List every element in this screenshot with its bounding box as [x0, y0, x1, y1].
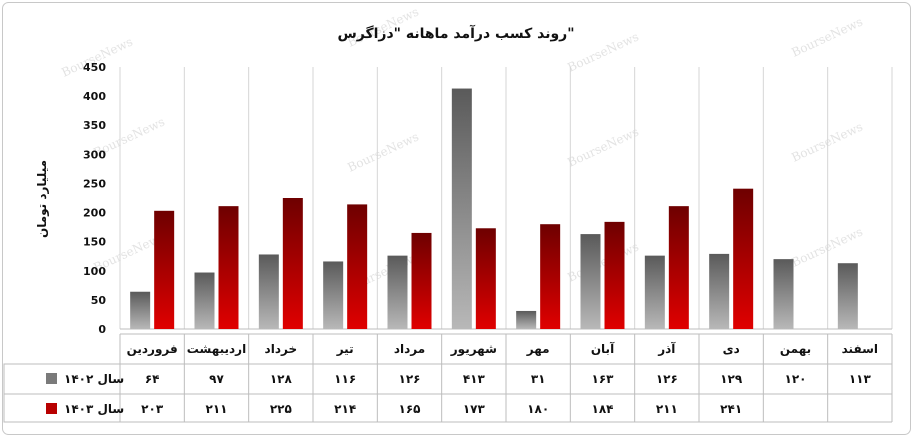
- bar-1402: [258, 254, 279, 329]
- y-axis-ticks: 0 50 100 150 200 250 300 350 400 450: [83, 61, 106, 336]
- data-label: ۲۱۱: [206, 402, 228, 416]
- x-tick-label: خرداد: [265, 342, 298, 356]
- y-tick-label: 0: [98, 323, 106, 336]
- x-tick-label: تیر: [336, 342, 354, 356]
- bar-1403: [411, 232, 432, 329]
- bar-1403: [218, 206, 239, 329]
- data-label: ۱۸۴: [592, 402, 614, 416]
- x-tick-label: اردیبهشت: [187, 342, 246, 356]
- x-tick-label: مرداد: [394, 342, 425, 356]
- data-label: ۱۲۶: [656, 372, 678, 386]
- x-tick-label: آذر: [657, 341, 676, 356]
- data-label: ۱۸۰: [527, 402, 549, 416]
- x-tick-label: بهمن: [780, 342, 811, 356]
- data-label: ۱۶۵: [399, 402, 421, 416]
- y-tick-label: 400: [83, 90, 106, 103]
- bar-1402: [323, 261, 344, 329]
- legend-swatch: [46, 403, 57, 414]
- data-label: ۲۲۵: [270, 402, 292, 416]
- x-tick-label: دی: [723, 342, 740, 356]
- data-label: ۹۷: [209, 372, 224, 386]
- legend-label: سال ۱۴۰۳: [64, 402, 124, 416]
- data-label: ۱۱۳: [849, 372, 872, 386]
- y-axis-label: میلیارد تومان: [35, 160, 50, 238]
- bar-1402: [709, 253, 730, 329]
- bar-1403: [733, 188, 754, 329]
- data-label: ۲۱۴: [334, 402, 356, 416]
- legend-swatch: [46, 373, 57, 384]
- data-label: ۲۱۱: [656, 402, 678, 416]
- x-tick-label: فروردین: [127, 342, 178, 357]
- y-tick-label: 150: [83, 236, 106, 249]
- data-label: ۲۴۱: [720, 402, 742, 416]
- x-tick-label: شهریور: [450, 342, 497, 357]
- x-tick-label: مهر: [526, 342, 550, 356]
- legend-label: سال ۱۴۰۲: [64, 372, 124, 386]
- bar-1403: [347, 204, 368, 329]
- y-tick-label: 450: [83, 61, 106, 74]
- data-table: فروردین اردیبهشت خرداد تیر مرداد شهریور مهر آبا…: [3, 333, 893, 423]
- bar-1402: [387, 255, 408, 329]
- y-tick-label: 100: [83, 265, 106, 278]
- bar-1402: [644, 255, 665, 329]
- gridlines: [119, 67, 893, 330]
- bar-1403: [540, 224, 561, 329]
- bar-1402: [580, 234, 601, 329]
- data-label: ۱۷۳: [463, 402, 486, 416]
- x-tick-label: آبان: [591, 341, 615, 356]
- bar-1402: [837, 263, 858, 329]
- bar-1402: [516, 310, 537, 329]
- data-label: ۱۲۶: [399, 372, 421, 386]
- y-tick-label: 200: [83, 207, 106, 220]
- bar-1402: [130, 291, 151, 329]
- x-tick-label: اسفند: [842, 342, 878, 356]
- bar-1403: [604, 221, 625, 329]
- data-label: ۶۴: [145, 372, 160, 386]
- bar-1403: [154, 210, 175, 329]
- data-label: ۱۲۹: [720, 372, 743, 386]
- data-label: ۱۱۶: [334, 372, 356, 386]
- bar-1402: [773, 259, 794, 329]
- bar-1403: [282, 198, 303, 329]
- bar-1403: [475, 228, 496, 329]
- bar-1402: [194, 272, 215, 329]
- bars: [130, 88, 858, 329]
- data-label: ۲۰۳: [141, 402, 164, 416]
- data-label: ۳۱: [531, 372, 546, 386]
- y-tick-label: 250: [83, 177, 106, 190]
- data-label: ۴۱۳: [463, 372, 486, 386]
- data-label: ۱۲۰: [785, 372, 807, 386]
- chart-title: روند کسب درآمد ماهانه "دزاگرس": [337, 24, 574, 42]
- bar-1403: [668, 206, 689, 329]
- y-tick-label: 50: [91, 294, 107, 307]
- data-label: ۱۶۳: [592, 372, 615, 386]
- y-tick-label: 350: [83, 119, 106, 132]
- y-tick-label: 300: [83, 148, 106, 161]
- data-label: ۱۲۸: [270, 372, 293, 386]
- bar-1402: [451, 88, 472, 329]
